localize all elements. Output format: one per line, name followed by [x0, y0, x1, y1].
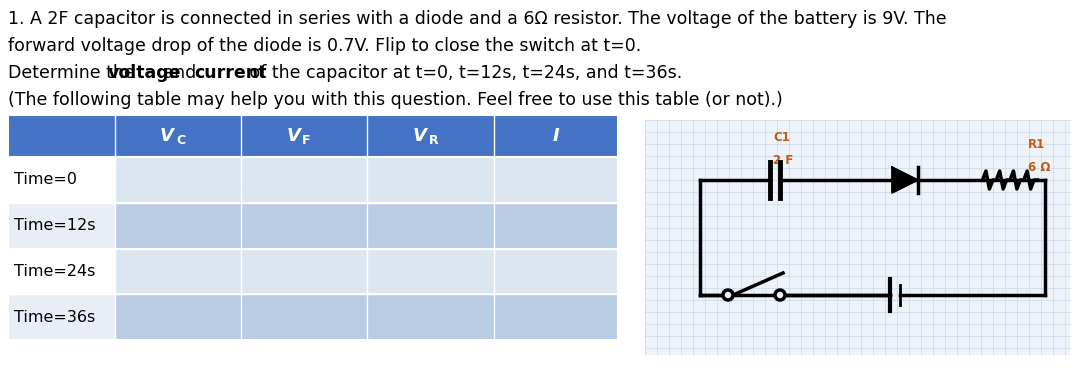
Text: V: V — [412, 127, 426, 145]
Text: 2 F: 2 F — [773, 154, 793, 167]
Bar — [241, 157, 367, 203]
Bar — [494, 115, 618, 157]
Bar — [367, 248, 494, 294]
Bar — [115, 294, 241, 340]
Bar — [8, 157, 115, 203]
Bar — [494, 157, 618, 203]
Text: 1. A 2F capacitor is connected in series with a diode and a 6Ω resistor. The vol: 1. A 2F capacitor is connected in series… — [8, 10, 947, 28]
Text: forward voltage drop of the diode is 0.7V. Flip to close the switch at t=0.: forward voltage drop of the diode is 0.7… — [8, 37, 641, 55]
Text: (The following table may help you with this question. Feel free to use this tabl: (The following table may help you with t… — [8, 91, 782, 109]
Bar — [115, 248, 241, 294]
Text: C1: C1 — [773, 131, 790, 144]
Text: F: F — [302, 134, 311, 146]
Text: 6 Ω: 6 Ω — [1028, 161, 1050, 174]
Bar — [115, 203, 241, 248]
Bar — [115, 115, 241, 157]
Text: voltage: voltage — [108, 64, 182, 82]
Text: Time=24s: Time=24s — [14, 264, 96, 279]
Text: Time=36s: Time=36s — [14, 309, 96, 325]
Bar — [8, 248, 115, 294]
Bar — [494, 248, 618, 294]
Bar — [8, 115, 115, 157]
Bar — [241, 115, 367, 157]
Bar — [8, 294, 115, 340]
Bar — [115, 157, 241, 203]
Text: C: C — [175, 134, 185, 146]
Text: current: current — [194, 64, 266, 82]
Bar — [367, 294, 494, 340]
Text: Determine the: Determine the — [8, 64, 140, 82]
Text: V: V — [160, 127, 174, 145]
Bar — [367, 203, 494, 248]
Bar — [8, 203, 115, 248]
Text: Time=0: Time=0 — [14, 172, 77, 187]
Text: I: I — [552, 127, 560, 145]
Bar — [241, 203, 367, 248]
Bar — [367, 157, 494, 203]
Circle shape — [775, 290, 785, 300]
Polygon shape — [892, 167, 918, 193]
Text: R1: R1 — [1028, 138, 1045, 151]
Text: R: R — [428, 134, 438, 146]
Bar — [241, 294, 367, 340]
Text: Time=12s: Time=12s — [14, 218, 96, 233]
Bar — [494, 203, 618, 248]
Bar — [241, 248, 367, 294]
Text: V: V — [286, 127, 300, 145]
Text: and: and — [158, 64, 202, 82]
Bar — [645, 120, 1070, 355]
Text: of the capacitor at t=0, t=12s, t=24s, and t=36s.: of the capacitor at t=0, t=12s, t=24s, a… — [244, 64, 682, 82]
Bar — [494, 294, 618, 340]
Bar — [367, 115, 494, 157]
Circle shape — [723, 290, 733, 300]
